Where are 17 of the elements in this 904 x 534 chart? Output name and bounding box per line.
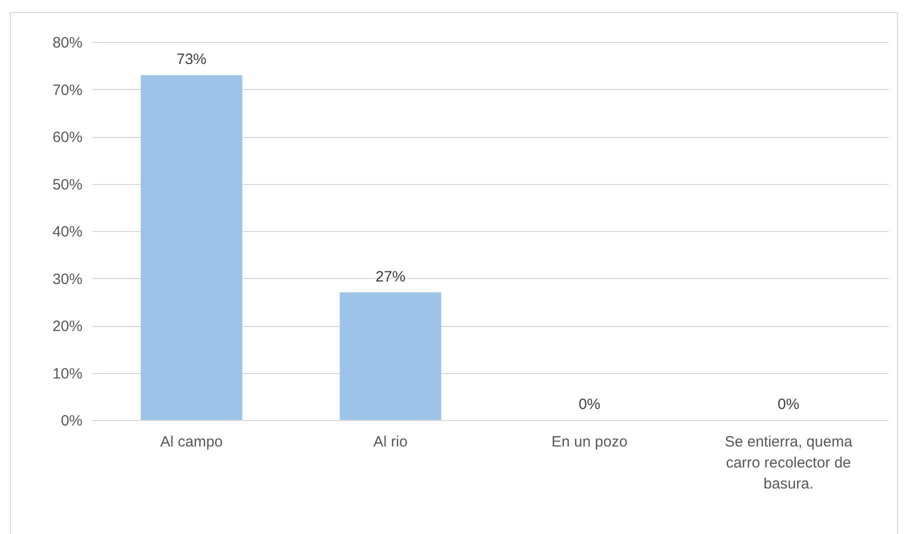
data-label: 27% bbox=[375, 268, 406, 286]
data-label: 73% bbox=[176, 51, 207, 68]
x-tick-label: En un pozo bbox=[552, 434, 628, 450]
y-tick-label: 70% bbox=[52, 82, 82, 99]
y-tick-label: 20% bbox=[52, 318, 82, 335]
y-tick-label: 10% bbox=[52, 365, 82, 382]
y-tick-label: 80% bbox=[52, 34, 82, 52]
x-tick-label: Al campo bbox=[160, 434, 223, 450]
y-tick-label: 50% bbox=[52, 176, 82, 194]
data-label: 0% bbox=[578, 396, 600, 413]
x-tick-label: Se entierra, quema carro recolector de basura. bbox=[724, 434, 853, 492]
y-tick-label: 0% bbox=[60, 412, 82, 430]
x-tick-label: Al rio bbox=[373, 434, 408, 450]
y-tick-label: 30% bbox=[52, 270, 82, 288]
data-label: 0% bbox=[778, 396, 800, 413]
y-tick-label: 60% bbox=[52, 129, 82, 146]
y-tick-label: 40% bbox=[52, 224, 82, 240]
